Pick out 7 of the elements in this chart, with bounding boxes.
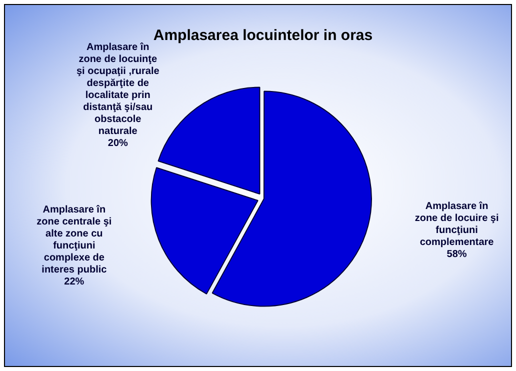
data-label: 22%: [64, 276, 84, 288]
chart-title: Amplasarea locuintelor in oras: [153, 27, 373, 44]
slice-label: Amplasare în zone de locuinţe şi ocupaţii ,rurale despărţite de localitate prin distanţă şi/sau obstacole naturale: [76, 42, 160, 137]
data-label: 20%: [108, 138, 128, 149]
slice-label: Amplasare în zone centrale şi alte zone cu funcţiuni complexe de interes public: [36, 204, 112, 276]
data-label: 58%: [446, 249, 467, 260]
slice-label: Amplasare în zone de locuire şi funcţiuni complementare: [414, 201, 499, 248]
